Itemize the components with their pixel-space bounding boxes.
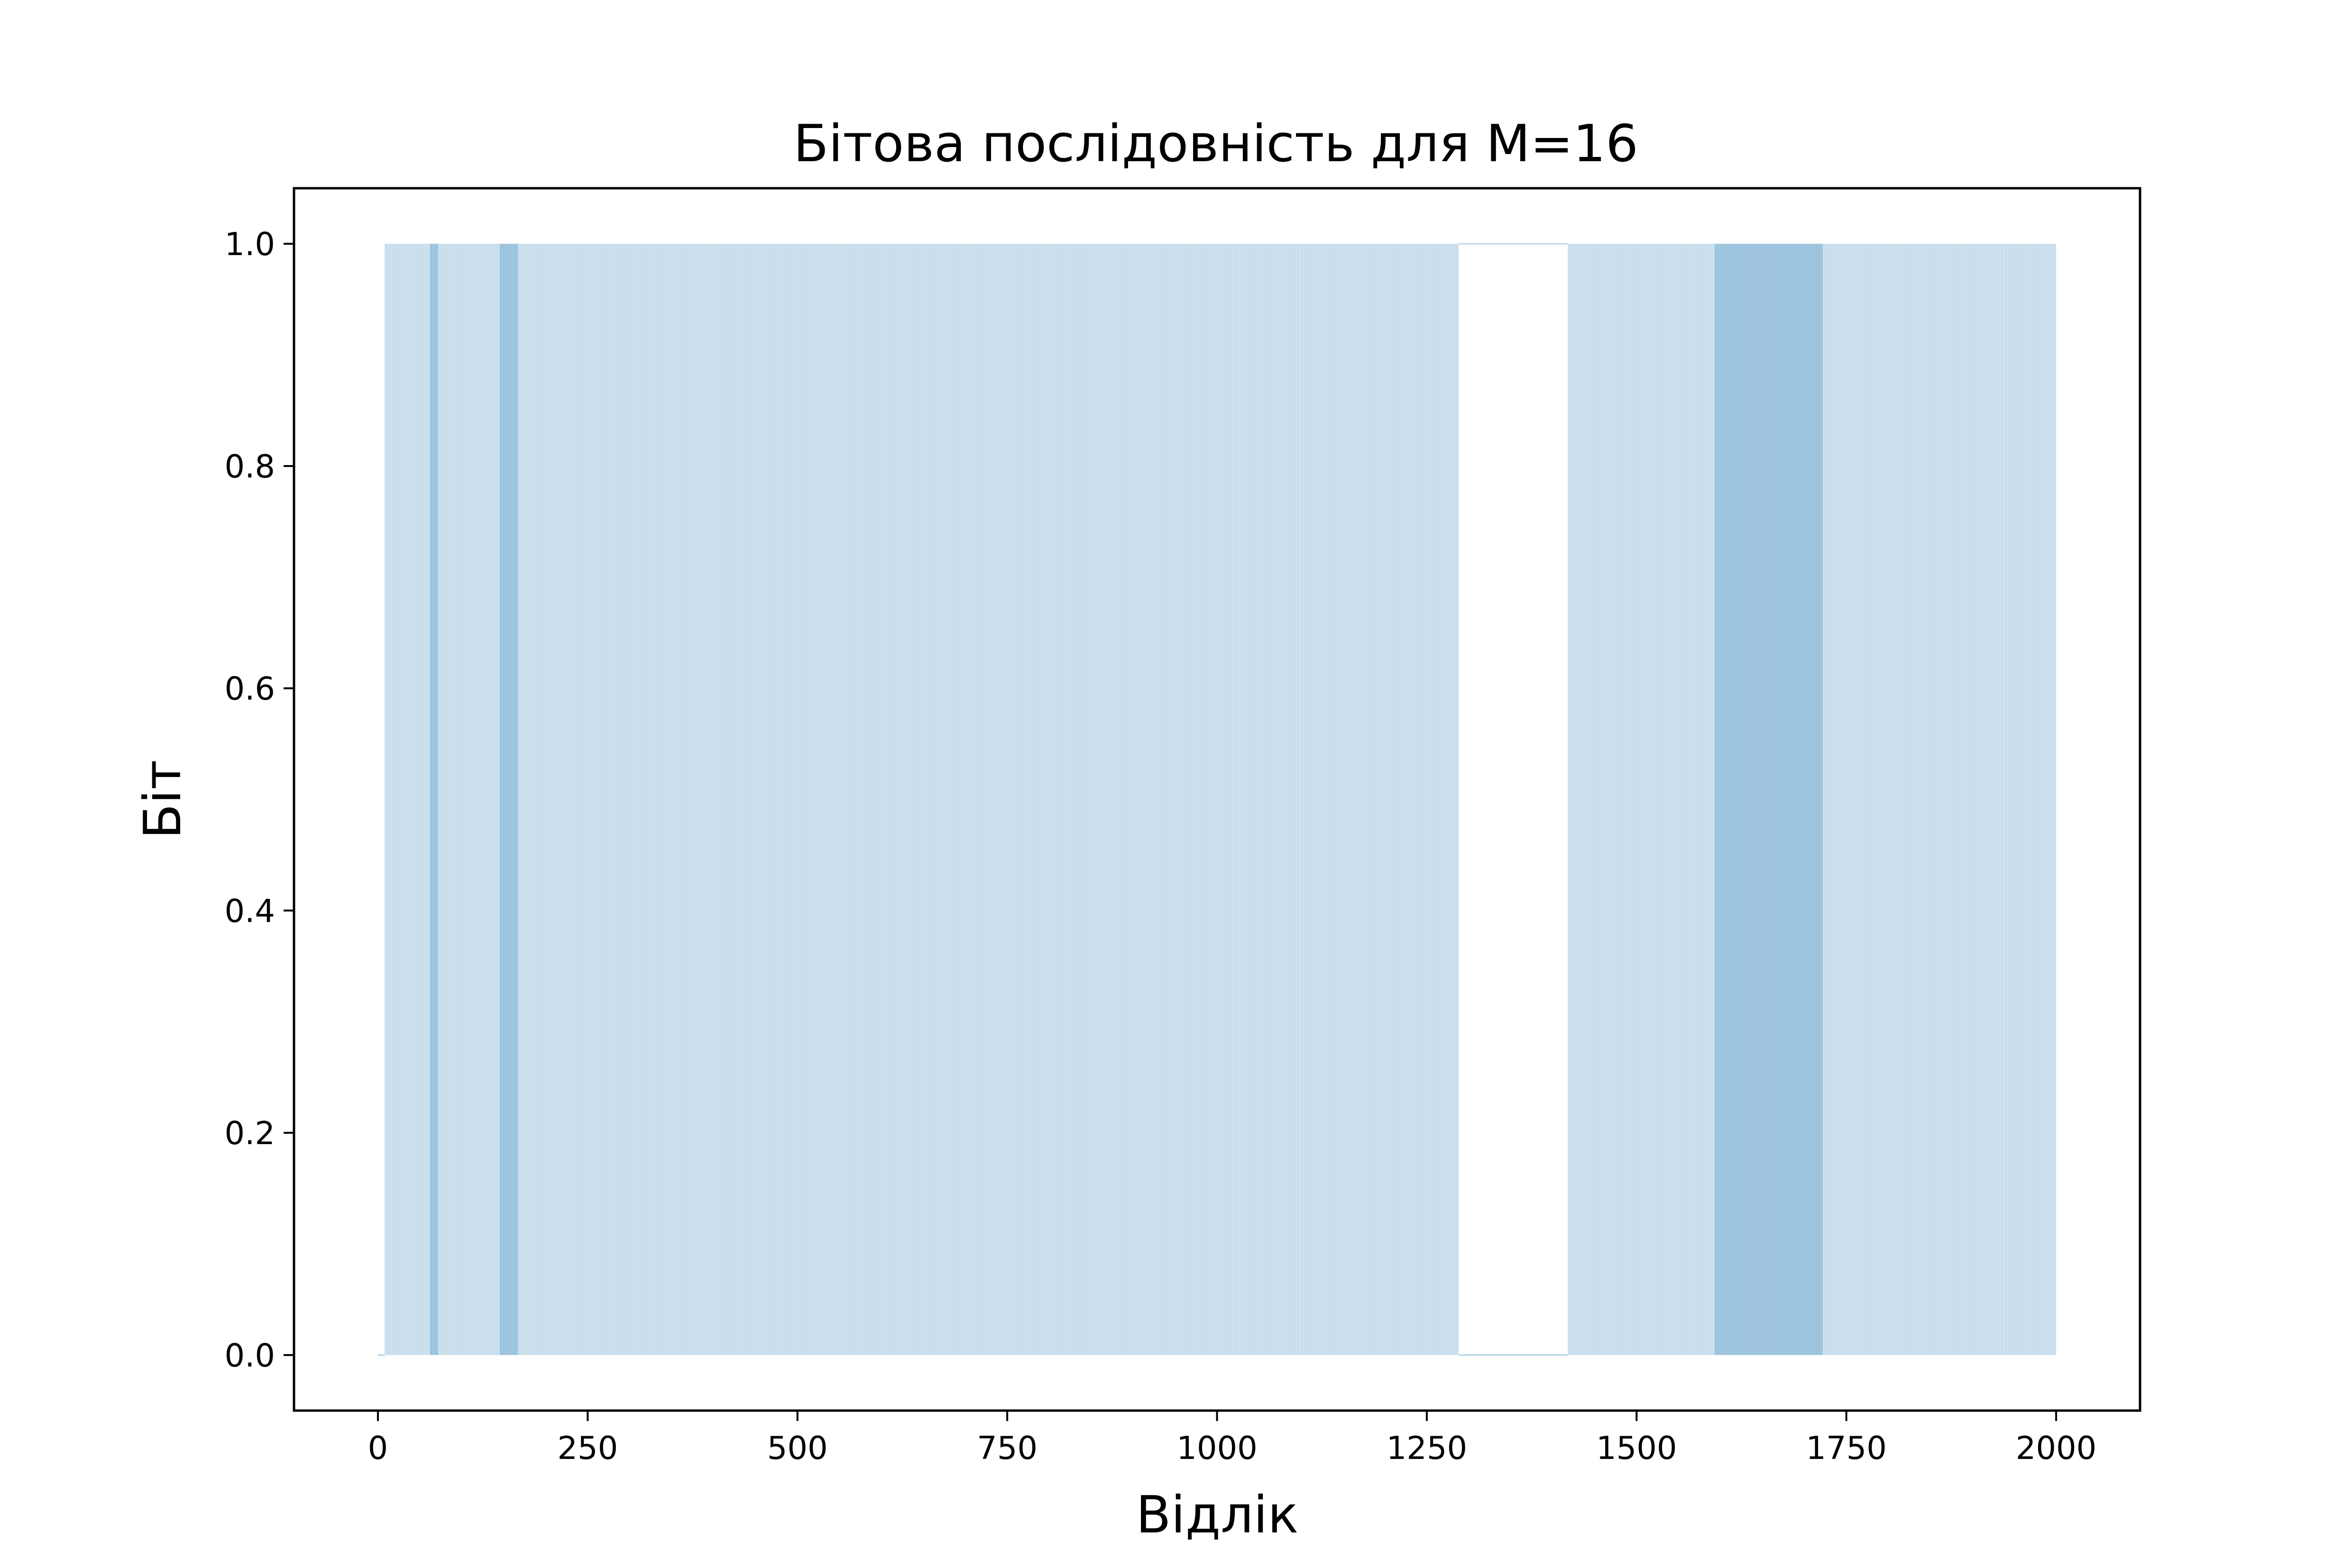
bit-one-interval — [1823, 244, 2057, 1355]
x-tick-label: 1750 — [1806, 1430, 1887, 1467]
bit-one-interval — [430, 244, 439, 1355]
plot-area — [377, 243, 2057, 1356]
bit-one-interval — [1714, 244, 1823, 1355]
x-tick-label: 500 — [767, 1430, 828, 1467]
bit-one-interval — [438, 244, 500, 1355]
bit-one-interval — [518, 244, 1459, 1355]
y-tick-label: 1.0 — [224, 226, 275, 263]
bit-transition-lines — [384, 244, 2055, 1355]
x-tick-label: 1500 — [1596, 1430, 1677, 1467]
y-axis: 0.0 0.2 0.4 0.6 0.8 1.0 — [224, 226, 294, 1374]
bit-one-interval — [499, 244, 518, 1355]
chart-title: Бітова послідовність для M=16 — [793, 114, 1638, 174]
y-tick-label: 0.4 — [224, 892, 275, 929]
y-tick-label: 0.2 — [224, 1115, 275, 1152]
bit-one-interval — [385, 244, 430, 1355]
x-tick-label: 750 — [977, 1430, 1038, 1467]
x-tick-label: 2000 — [2016, 1430, 2097, 1467]
y-tick-label: 0.0 — [224, 1337, 275, 1374]
bit-one-interval — [1568, 244, 1715, 1355]
y-tick-label: 0.8 — [224, 448, 275, 485]
y-axis-label: Біт — [133, 760, 193, 839]
x-axis-label: Відлік — [1136, 1485, 1298, 1545]
x-tick-label: 1000 — [1176, 1430, 1258, 1467]
y-tick-label: 0.6 — [224, 670, 275, 707]
x-axis: 0 250 500 750 1000 1250 1500 1750 2000 — [368, 1411, 2097, 1467]
x-tick-label: 250 — [557, 1430, 618, 1467]
x-tick-label: 0 — [368, 1430, 388, 1467]
x-tick-label: 1250 — [1387, 1430, 1468, 1467]
